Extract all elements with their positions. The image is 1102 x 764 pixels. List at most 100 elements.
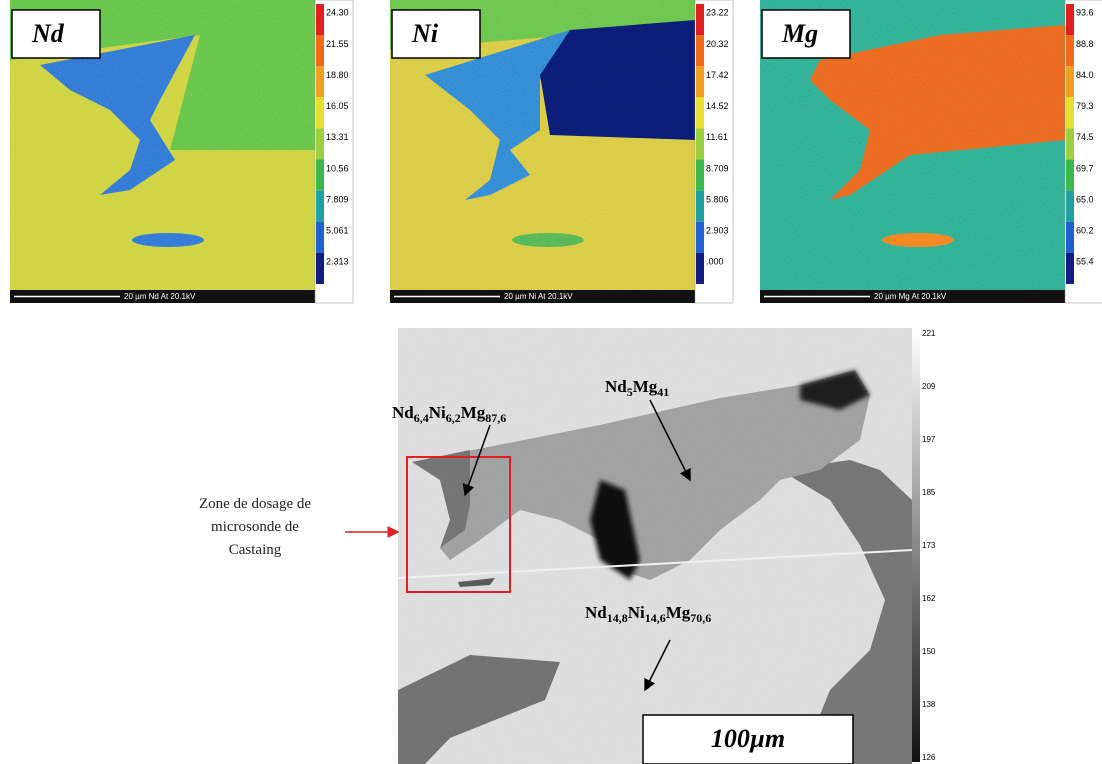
gray-scale-label: 138 — [922, 700, 936, 709]
color-bar-label: .000 — [706, 257, 724, 267]
color-bar-label: 69.7 — [1076, 163, 1094, 173]
gray-scale-label: 162 — [922, 594, 936, 603]
color-bar-label: 79.3 — [1076, 101, 1094, 111]
gray-scale-label: 221 — [922, 329, 936, 338]
color-bar-segment — [316, 4, 324, 36]
arrow — [649, 399, 691, 482]
color-bar-segment — [1066, 4, 1074, 36]
gray-scale-label: 209 — [922, 382, 936, 391]
color-bar-label: 14.52 — [706, 101, 729, 111]
subscript: 14,8 — [607, 611, 628, 625]
caption-strip — [760, 290, 1065, 303]
map-caption: 20 µm Ni At 20.1kV — [504, 292, 573, 301]
phase-formula: Nd14,8​Ni14,6​Mg70,6​ — [585, 603, 711, 625]
color-bar-segment — [696, 35, 704, 67]
gray-scale-label: 185 — [922, 488, 936, 497]
color-bar-segment — [316, 128, 324, 160]
color-bar-label: 16.05 — [326, 101, 349, 111]
color-bar-segment — [1066, 128, 1074, 160]
gray-scale-label: 150 — [922, 647, 936, 656]
color-bar-segment — [696, 97, 704, 129]
element-symbol: Ni — [628, 603, 645, 622]
element-map: 20 µm Mg At 20.1kV 93.6 88.8 84.0 79.3 74.5 69… — [760, 0, 1102, 304]
arrow — [644, 639, 671, 692]
color-bar-label: 24.30 — [326, 8, 349, 18]
subscript: 70,6 — [690, 611, 711, 625]
zone-note: microsonde de — [211, 519, 299, 535]
element-symbol: Mg — [461, 403, 486, 422]
color-bar-label: 2.313 — [326, 257, 349, 267]
color-bar-label: 74.5 — [1076, 132, 1094, 142]
color-bar-label: 93.6 — [1076, 8, 1094, 18]
gray-scale-label: 197 — [922, 435, 936, 444]
color-bar-segment — [696, 190, 704, 222]
map-caption: 20 µm Mg At 20.1kV — [874, 292, 947, 301]
color-bar-segment — [696, 159, 704, 191]
element-symbol: Mg — [666, 603, 691, 622]
color-bar-label: 20.32 — [706, 39, 729, 49]
color-bar-label: 11.61 — [706, 132, 728, 142]
color-bar-segment — [316, 252, 324, 284]
color-bar-label: 21.55 — [326, 39, 349, 49]
element-map: 20 µm Ni At 20.1kV 23.22 20.32 17.42 14.52 11… — [390, 0, 734, 304]
color-bar-label: 17.42 — [706, 70, 729, 80]
subscript: 6,2 — [446, 411, 461, 425]
caption-strip — [10, 290, 315, 303]
color-bar-segment — [1066, 221, 1074, 253]
zone-box — [406, 456, 511, 593]
color-bar-label: 7.809 — [326, 194, 349, 204]
color-bar-label: 5.806 — [706, 194, 729, 204]
subscript: 5 — [627, 385, 633, 399]
element-symbol: Ni — [429, 403, 446, 422]
color-bar-label: 84.0 — [1076, 70, 1094, 80]
color-bar-segment — [316, 35, 324, 67]
color-bar-segment — [316, 221, 324, 253]
color-bar-label: 10.56 — [326, 163, 349, 173]
element-label-box — [11, 9, 101, 59]
element-label-box — [391, 9, 481, 59]
color-bar-segment — [696, 221, 704, 253]
color-bar-segment — [1066, 190, 1074, 222]
caption-strip — [390, 290, 695, 303]
arrow — [462, 424, 491, 497]
gray-scale-bar — [912, 330, 920, 762]
color-bar-segment — [1066, 66, 1074, 98]
scale-bar-box — [642, 714, 854, 764]
gray-scale-label: 126 — [922, 753, 936, 762]
color-bar-label: 18.80 — [326, 70, 349, 80]
element-label-box — [761, 9, 851, 59]
gray-scale-label: 173 — [922, 541, 936, 550]
color-bar-segment — [1066, 159, 1074, 191]
color-bar-segment — [696, 4, 704, 36]
zone-note: Castaing — [229, 542, 282, 558]
map-caption: 20 µm Nd At 20.1kV — [124, 292, 196, 301]
color-bar-label: 5.061 — [326, 225, 349, 235]
color-bar-segment — [1066, 35, 1074, 67]
color-bar-segment — [316, 190, 324, 222]
subscript: 41 — [657, 385, 669, 399]
element-label: Nd — [31, 19, 65, 48]
subscript: 6,4 — [414, 411, 429, 425]
color-bar-segment — [696, 66, 704, 98]
scale-bar-label: 100µm — [711, 724, 785, 753]
color-bar-label: 13.31 — [326, 132, 349, 142]
color-bar-label: 23.22 — [706, 8, 729, 18]
element-symbol: Nd — [605, 377, 627, 396]
element-map: 20 µm Nd At 20.1kV 24.30 21.55 18.80 16.05 13… — [10, 0, 354, 304]
element-label: Ni — [411, 19, 439, 48]
element-symbol: Mg — [633, 377, 658, 396]
color-bar-label: 60.2 — [1076, 225, 1094, 235]
color-bar-segment — [696, 128, 704, 160]
color-bar-segment — [316, 66, 324, 98]
color-bar-label: 88.8 — [1076, 39, 1094, 49]
phase-formula: Nd6,4​Ni6,2​Mg87,6​ — [392, 403, 506, 425]
zone-note: Zone de dosage de — [199, 496, 311, 512]
subscript: 14,6 — [645, 611, 666, 625]
element-symbol: Nd — [392, 403, 414, 422]
color-bar-label: 8.709 — [706, 163, 729, 173]
color-bar-label: 55.4 — [1076, 257, 1094, 267]
element-symbol: Nd — [585, 603, 607, 622]
color-bar-segment — [316, 97, 324, 129]
color-bar-label: 65.0 — [1076, 194, 1094, 204]
